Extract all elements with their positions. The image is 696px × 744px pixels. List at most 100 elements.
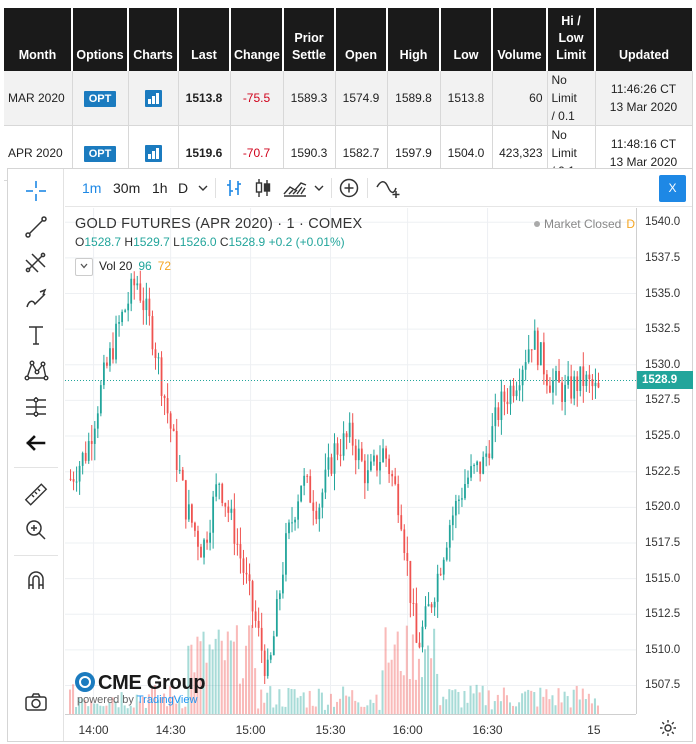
indicators-icon[interactable] — [339, 178, 359, 202]
ruler-icon[interactable] — [20, 479, 52, 509]
candle-body — [230, 508, 233, 513]
candle-body — [454, 500, 457, 516]
volume-bar — [363, 706, 366, 714]
price-tick-label: 1520.0 — [645, 501, 681, 514]
quote-table: Month Options Charts Last Change Prior S… — [4, 8, 693, 181]
candle-body — [594, 382, 597, 387]
magnet-icon[interactable] — [20, 565, 52, 595]
interval-1m[interactable]: 1m — [82, 180, 102, 196]
bars-style-icon[interactable] — [225, 178, 243, 202]
interval-dropdown-icon[interactable] — [197, 179, 209, 201]
candle-body — [451, 515, 454, 526]
options-button[interactable]: OPT — [83, 146, 117, 162]
candle-body — [203, 539, 205, 558]
candle-body — [178, 469, 181, 471]
volume-bar — [153, 685, 156, 714]
candles-style-icon[interactable] — [254, 178, 272, 202]
time-axis[interactable]: 14:00 14:30 15:00 15:30 16:00 16:30 15 — [65, 714, 636, 742]
candle-body — [218, 483, 221, 485]
volume-bar — [472, 693, 475, 714]
candle-body — [591, 379, 594, 387]
candle-body — [503, 391, 506, 402]
crosshair-icon[interactable] — [20, 176, 52, 206]
volume-bar — [436, 673, 439, 714]
volume-bar — [114, 701, 117, 714]
candle-body — [433, 601, 436, 608]
candle-body — [552, 380, 554, 393]
interval-30m[interactable]: 30m — [113, 180, 141, 196]
volume-bar — [147, 694, 150, 714]
candle-body — [442, 559, 445, 575]
measure-icon[interactable] — [20, 392, 52, 422]
volume-bar — [366, 705, 369, 714]
volume-bar — [515, 706, 518, 714]
area-style-icon[interactable] — [283, 178, 307, 202]
time-tick-label: 14:30 — [155, 723, 186, 737]
candle-body — [81, 452, 84, 466]
time-tick-label: 15:00 — [235, 723, 266, 737]
candle-body — [248, 574, 251, 582]
volume-bar — [84, 700, 87, 714]
candle-body — [366, 470, 369, 484]
price-tick-label: 1527.5 — [645, 394, 681, 407]
volume-bar — [269, 686, 272, 714]
close-chart-button[interactable]: X — [659, 175, 686, 202]
volume-bar — [345, 695, 348, 714]
volume-bar — [375, 694, 378, 714]
volume-legend: Vol 20 96 72 — [75, 258, 171, 276]
chart-type-dropdown-icon[interactable] — [313, 179, 325, 201]
tradingview-link[interactable]: TradingView — [136, 694, 198, 706]
volume-bar — [521, 693, 524, 714]
plot-area[interactable] — [65, 208, 636, 714]
candle-body — [96, 413, 99, 429]
candle-body — [275, 599, 278, 637]
candle-body — [233, 508, 236, 544]
chart-legend: GOLD FUTURES (APR 2020) · 1 · COMEX O152… — [75, 216, 635, 249]
limit-cell: No Limit/ 0.1 — [547, 71, 596, 126]
candle-body — [406, 553, 409, 561]
gear-icon[interactable] — [658, 718, 678, 738]
zoom-in-icon[interactable] — [20, 515, 52, 545]
volume-bar — [290, 688, 293, 714]
volume-bar — [287, 688, 290, 714]
chevron-down-icon[interactable] — [75, 258, 93, 276]
volume-bar — [563, 691, 566, 714]
trend-line-icon[interactable] — [20, 212, 52, 242]
volume-bar — [214, 638, 217, 714]
back-arrow-icon[interactable] — [20, 428, 52, 458]
interval-d[interactable]: D — [178, 180, 189, 196]
fib-icon[interactable] — [20, 248, 52, 278]
volume-bar — [314, 706, 317, 714]
price-tick-label: 1525.0 — [645, 430, 681, 443]
candle-body — [521, 369, 524, 386]
candle-body — [342, 433, 345, 456]
volume-bar — [87, 706, 90, 714]
volume-bar — [326, 704, 329, 714]
candle-body — [245, 572, 248, 575]
price-axis[interactable]: 1540.0 1537.5 1535.0 1532.5 1530.0 1527.5 1525… — [636, 208, 693, 714]
price-tick-label: 1540.0 — [645, 216, 681, 229]
volume-bar — [451, 690, 454, 714]
updated-cell: 11:46:26 CT 13 Mar 2020 — [595, 71, 693, 126]
volume-bar — [508, 702, 512, 714]
volume-bar — [181, 708, 184, 714]
bar-chart-icon[interactable] — [144, 145, 162, 163]
options-button[interactable]: OPT — [83, 91, 117, 107]
volume-bar — [381, 670, 384, 714]
text-icon[interactable] — [20, 320, 52, 350]
volume-bar — [96, 703, 99, 714]
candle-body — [87, 441, 90, 461]
change-value: +0.2 (+0.01%) — [268, 235, 345, 249]
volume-bar — [387, 662, 390, 714]
camera-icon[interactable] — [20, 687, 52, 717]
compare-icon[interactable] — [376, 178, 402, 202]
pattern-icon[interactable] — [20, 356, 52, 386]
volume-bar — [329, 693, 332, 714]
volume-bar — [296, 697, 299, 714]
volume-bar — [433, 628, 436, 714]
volume-bar — [581, 688, 584, 714]
brush-icon[interactable] — [20, 284, 52, 314]
volume-bar — [166, 706, 169, 714]
interval-1h[interactable]: 1h — [152, 180, 168, 196]
bar-chart-icon[interactable] — [144, 90, 162, 108]
